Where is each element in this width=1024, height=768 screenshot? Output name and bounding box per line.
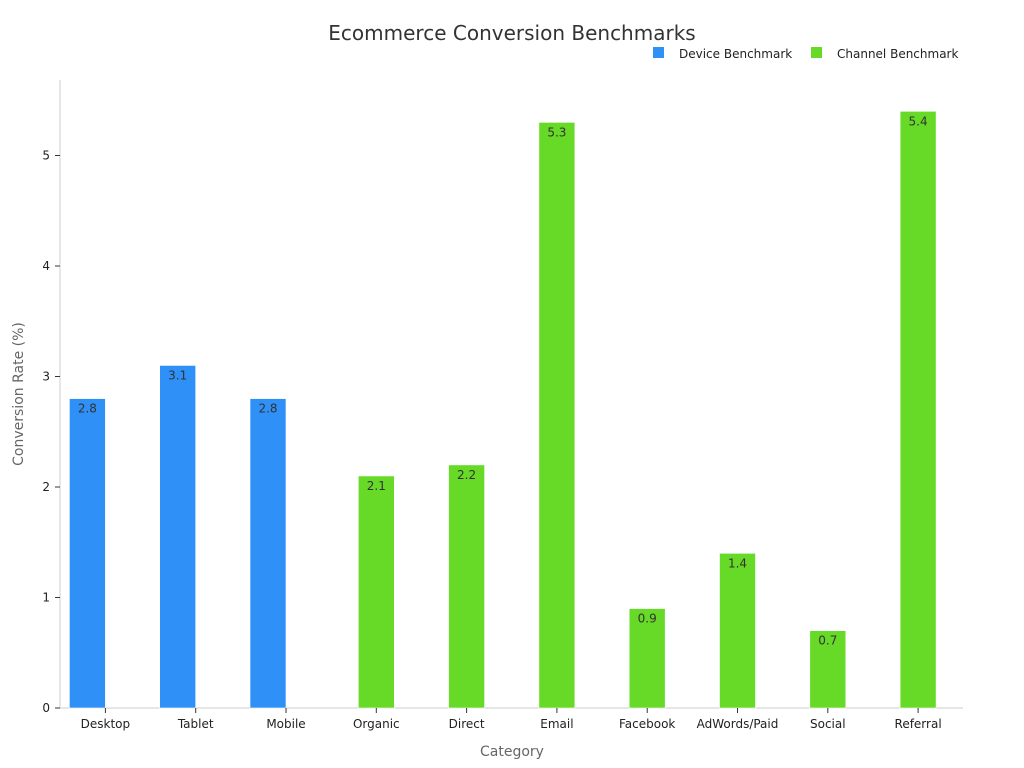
bar-channel [448, 464, 485, 709]
bar-value-label: 1.4 [728, 556, 747, 570]
bar-value-label: 5.3 [547, 125, 566, 139]
y-tick-label: 1 [42, 591, 50, 605]
x-tick-label: Email [540, 717, 573, 731]
y-tick-label: 3 [42, 370, 50, 384]
bar-device [69, 398, 106, 709]
bar-channel [899, 111, 937, 709]
y-axis-ticks: 0 1 2 3 4 5 [42, 149, 60, 715]
bar-value-label: 0.9 [638, 612, 657, 626]
bar-label-group: 2.8 3.1 2.8 2.1 2.2 5.3 0.9 1.4 0.7 5.4 [78, 114, 928, 647]
y-tick-label: 5 [42, 149, 50, 163]
bar-value-label: 5.4 [909, 114, 928, 128]
bar-device [249, 398, 287, 709]
x-axis-title: Category [480, 744, 544, 760]
x-tick-label: AdWords/Paid [697, 717, 779, 731]
x-tick-label: Social [810, 717, 846, 731]
chart-title: Ecommerce Conversion Benchmarks [328, 21, 695, 45]
x-tick-label: Desktop [81, 717, 131, 731]
bar-device [159, 365, 196, 709]
bar-channel [719, 552, 756, 709]
bar-group [69, 111, 937, 709]
bar-value-label: 3.1 [168, 368, 187, 382]
bar-value-label: 2.2 [457, 468, 476, 482]
bar-channel [628, 608, 666, 709]
legend-label-channel: Channel Benchmark [837, 47, 958, 61]
bar-channel [538, 122, 576, 709]
x-tick-label: Referral [895, 717, 942, 731]
bar-channel [809, 630, 847, 709]
x-tick-label: Facebook [619, 717, 675, 731]
x-axis-ticks: Desktop Tablet Mobile Organic Direct Email Fac… [81, 708, 942, 731]
bar-value-label: 2.1 [367, 479, 386, 493]
x-tick-label: Direct [449, 717, 485, 731]
x-tick-label: Mobile [266, 717, 305, 731]
y-axis-title: Conversion Rate (%) [11, 322, 27, 466]
legend-swatch-channel [811, 47, 822, 58]
bar-value-label: 2.8 [258, 402, 277, 416]
bar-value-label: 2.8 [78, 402, 97, 416]
legend: Device Benchmark Channel Benchmark [653, 47, 958, 61]
legend-label-device: Device Benchmark [679, 47, 792, 61]
bar-channel [357, 475, 395, 709]
bar-value-label: 0.7 [818, 634, 837, 648]
y-tick-label: 4 [42, 259, 50, 273]
y-tick-label: 2 [42, 480, 50, 494]
y-tick-label: 0 [42, 701, 50, 715]
x-tick-label: Organic [353, 717, 400, 731]
x-tick-label: Tablet [177, 717, 214, 731]
legend-swatch-device [653, 47, 664, 58]
